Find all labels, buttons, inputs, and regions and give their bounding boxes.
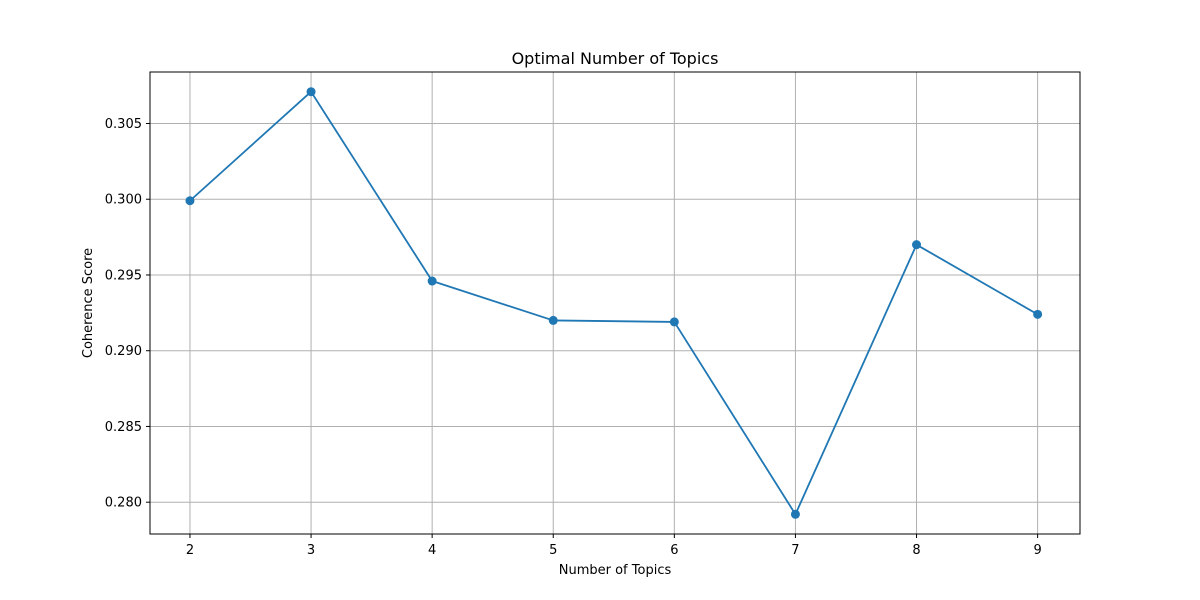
y-tick-label: 0.300: [105, 193, 142, 208]
series-layer: [185, 87, 1043, 519]
y-tick-label: 0.280: [105, 496, 142, 511]
chart-title: Optimal Number of Topics: [512, 49, 719, 68]
series-line: [189, 90, 1039, 516]
x-tick-label: 3: [307, 543, 315, 558]
x-axis-label: Number of Topics: [559, 563, 672, 578]
y-tick-label: 0.285: [105, 420, 142, 435]
data-point: [1033, 309, 1043, 319]
x-tick-label: 2: [186, 543, 194, 558]
x-tick-label: 5: [549, 543, 557, 558]
x-tick-label: 9: [1033, 543, 1041, 558]
data-point: [427, 276, 437, 286]
data-point: [185, 196, 195, 206]
y-tick-label: 0.305: [105, 117, 142, 132]
data-point: [306, 87, 316, 97]
data-point: [912, 240, 922, 250]
axis-ticks: 2 3 4 5 6 7 8 9 0.280 0.285 0.290 0.295 0.300 0.305: [105, 117, 1042, 558]
x-tick-label: 7: [791, 543, 799, 558]
x-tick-label: 6: [670, 543, 678, 558]
x-tick-label: 4: [428, 543, 436, 558]
data-point: [790, 509, 800, 519]
x-tick-label: 8: [912, 543, 920, 558]
y-tick-label: 0.295: [105, 268, 142, 283]
plot-area-frame: [149, 71, 1081, 535]
y-axis-label: Coherence Score: [81, 248, 96, 358]
data-point: [548, 315, 558, 325]
grid-lines: [150, 72, 1080, 534]
data-point: [669, 317, 679, 327]
y-tick-label: 0.290: [105, 344, 142, 359]
